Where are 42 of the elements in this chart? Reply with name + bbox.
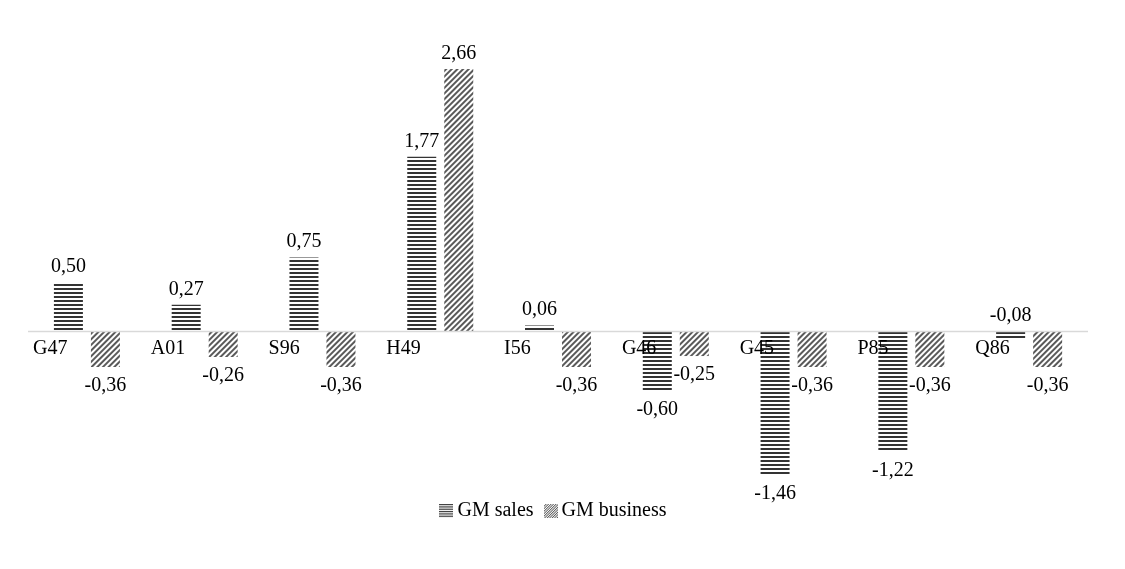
- data-label: -0,60: [636, 396, 679, 419]
- bar: [562, 331, 592, 367]
- data-label: -0,36: [555, 372, 598, 395]
- x-tick-label: S96: [268, 336, 300, 359]
- x-tick-label: G46: [621, 336, 657, 359]
- data-label: -0,36: [791, 372, 833, 395]
- data-label: -1,46: [754, 481, 796, 504]
- data-label: 2,66: [441, 40, 477, 63]
- data-label: 0,27: [168, 276, 204, 299]
- bar: [915, 331, 945, 367]
- x-tick-label: I56: [504, 336, 531, 359]
- bar: [679, 331, 709, 357]
- data-label: -0,25: [673, 362, 716, 385]
- bar: [53, 282, 83, 332]
- data-label: 1,77: [404, 128, 440, 151]
- x-tick-label: G47: [33, 336, 68, 359]
- bar: [90, 331, 120, 367]
- data-label: -0,08: [989, 303, 1032, 326]
- data-label: 0,75: [286, 229, 322, 252]
- legend-label: GM sales: [457, 498, 534, 520]
- x-tick-label: H49: [386, 336, 421, 359]
- bar: [407, 156, 437, 332]
- bar: [525, 325, 555, 332]
- data-label: 0,06: [522, 297, 558, 320]
- data-label: -0,36: [909, 372, 951, 395]
- data-label: -0,26: [202, 363, 245, 386]
- data-label: -1,22: [872, 457, 914, 480]
- data-label: -0,36: [320, 372, 362, 395]
- x-tick-label: A01: [150, 336, 186, 359]
- x-tick-label: Q86: [975, 336, 1010, 359]
- legend-label: GM business: [561, 498, 667, 520]
- data-label: -0,36: [1026, 372, 1069, 395]
- data-label: 0,50: [50, 254, 86, 277]
- bar: [1033, 331, 1063, 367]
- bar: [289, 257, 319, 332]
- bar: [326, 331, 356, 367]
- bar: [171, 304, 201, 332]
- bar: [444, 68, 474, 332]
- bar: [797, 331, 827, 367]
- data-label: -0,36: [84, 372, 127, 395]
- x-tick-label: P85: [857, 336, 889, 359]
- bar: [208, 331, 238, 358]
